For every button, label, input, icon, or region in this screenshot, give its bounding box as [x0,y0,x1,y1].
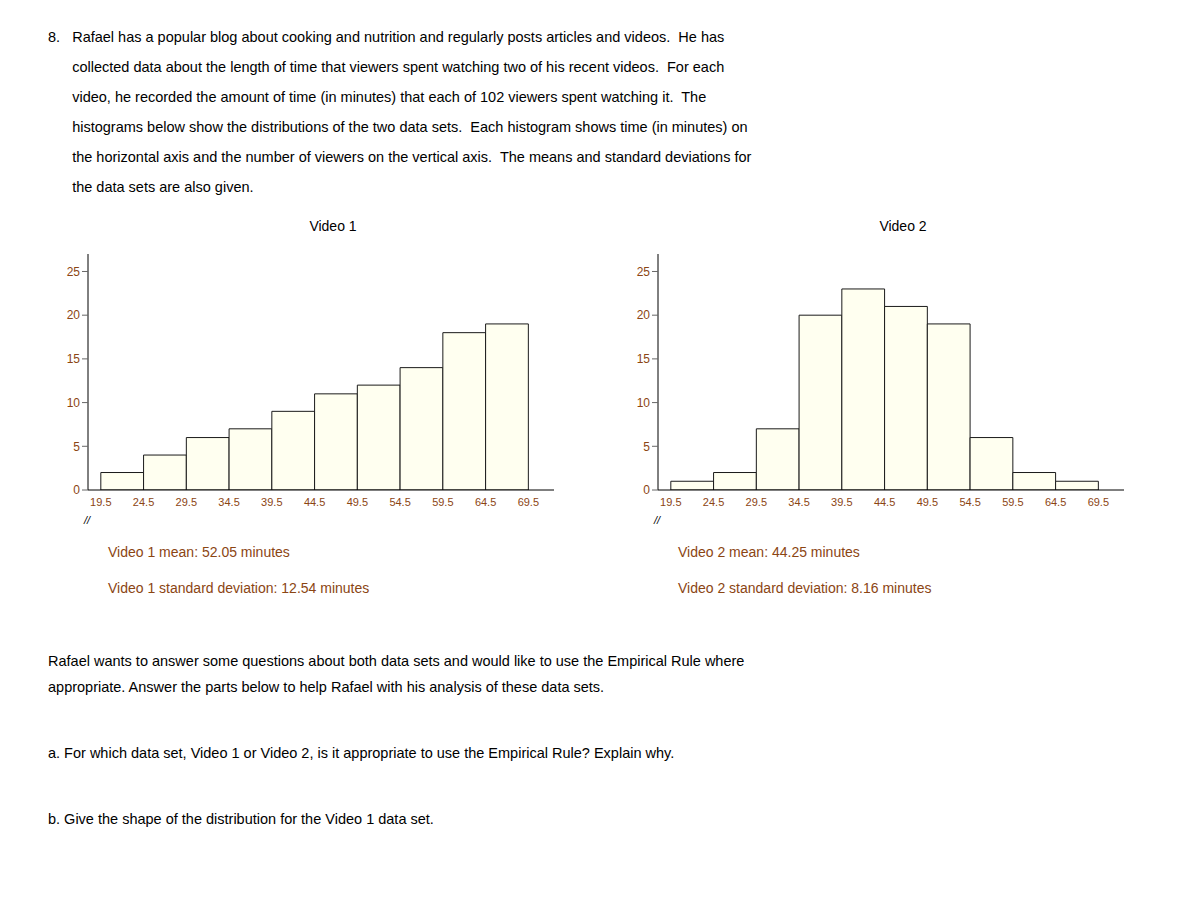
html-text:Video 2 standard deviation: 8.: Video 2 standard deviation: 8.16 minutes [678,580,932,596]
svg-text:19.5: 19.5 [90,496,111,508]
svg-text:49.5: 49.5 [917,496,938,508]
svg-text:34.5: 34.5 [218,496,239,508]
html-text:histograms below show the dist: histograms below show the distributions … [48,119,748,135]
svg-text:20: 20 [67,308,81,322]
svg-text:5: 5 [643,440,650,454]
html-text:collected data about the lengt: collected data about the length of time … [48,59,725,75]
svg-text:10: 10 [67,396,81,410]
svg-text:29.5: 29.5 [176,496,197,508]
svg-text:19.5: 19.5 [660,496,681,508]
html-text:Video 2 mean: 44.25 minutes: Video 2 mean: 44.25 minutes [678,544,860,560]
svg-text:25: 25 [67,265,81,279]
html-text:b. Give the shape of the distr: b. Give the shape of the distribution fo… [48,811,434,827]
svg-text:24.5: 24.5 [133,496,154,508]
html-text:Video 1 standard deviation: 12: Video 1 standard deviation: 12.54 minute… [108,580,370,596]
html-text:Video 2: Video 2 [879,218,927,234]
svg-text:0: 0 [73,483,80,497]
svg-text:39.5: 39.5 [831,496,852,508]
html-text:video, he recorded the amount: video, he recorded the amount of time (i… [48,89,707,105]
svg-text:69.5: 69.5 [518,496,539,508]
html-text:Video 1: Video 1 [309,218,357,234]
html-text:the horizontal axis and the nu: the horizontal axis and the number of vi… [48,149,752,165]
svg-text:34.5: 34.5 [788,496,809,508]
svg-text:59.5: 59.5 [1002,496,1023,508]
html-text:Rafael wants to answer some qu: Rafael wants to answer some questions ab… [48,653,745,695]
svg-text:5: 5 [73,440,80,454]
svg-text:0: 0 [643,483,650,497]
svg-text:54.5: 54.5 [389,496,410,508]
svg-text:59.5: 59.5 [432,496,453,508]
html-text:8. Rafael has a popular blog a: 8. Rafael has a popular blog about cooki… [48,29,725,45]
svg-text:24.5: 24.5 [703,496,724,508]
svg-text:29.5: 29.5 [746,496,767,508]
svg-text:44.5: 44.5 [874,496,895,508]
html-text:a. For which data set, Video 1: a. For which data set, Video 1 or Video … [48,745,675,761]
html-text:Video 1 mean: 52.05 minutes: Video 1 mean: 52.05 minutes [108,544,290,560]
svg-text:49.5: 49.5 [347,496,368,508]
svg-text:64.5: 64.5 [1045,496,1066,508]
svg-text:54.5: 54.5 [959,496,980,508]
svg-text:44.5: 44.5 [304,496,325,508]
svg-text:10: 10 [637,396,651,410]
svg-text:64.5: 64.5 [475,496,496,508]
svg-text:15: 15 [637,352,651,366]
svg-text:69.5: 69.5 [1088,496,1109,508]
svg-text:39.5: 39.5 [261,496,282,508]
html-text:the data sets are also given.: the data sets are also given. [48,179,254,195]
svg-text:15: 15 [67,352,81,366]
svg-text:20: 20 [637,308,651,322]
svg-text:25: 25 [637,265,651,279]
